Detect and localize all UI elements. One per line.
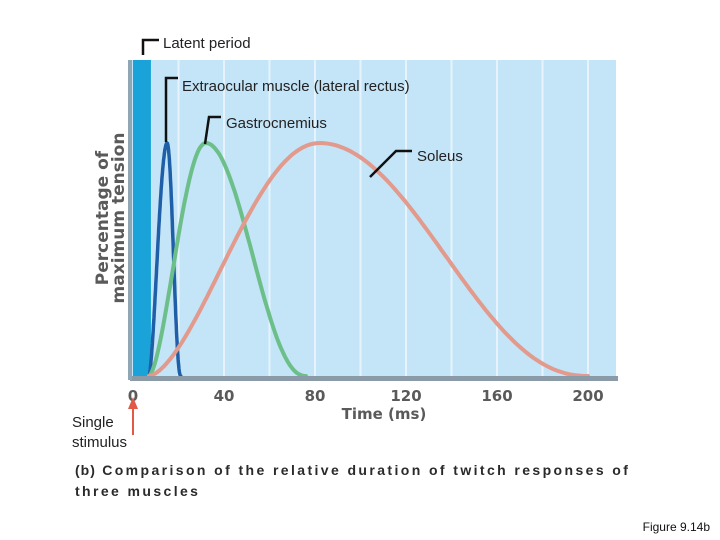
soleus-leader [369, 149, 412, 178]
series-curves [146, 141, 590, 378]
latent-period-label: Latent period [163, 35, 251, 52]
stimulus-label-line-1: Single [72, 414, 114, 431]
gridlines [177, 60, 589, 376]
caption-part-label: (b) [75, 462, 96, 478]
soleus-label: Soleus [417, 148, 463, 165]
stimulus-label: Single stimulus [72, 413, 152, 453]
y-axis-label-line-1: Percentage of [93, 150, 113, 285]
series-line-2 [146, 141, 308, 378]
extraocular-leader [164, 76, 178, 142]
x-tick-label: 40 [214, 387, 235, 405]
extraocular-label: Extraocular muscle (lateral rectus) [182, 78, 410, 95]
x-tick-label: 160 [481, 387, 512, 405]
x-tick-label: 0 [128, 387, 138, 405]
gastrocnemius-label: Gastrocnemius [226, 115, 327, 132]
series-line-3 [146, 141, 590, 378]
x-axis-bar [130, 376, 618, 381]
caption-text: Comparison of the relative duration of t… [75, 462, 631, 499]
y-axis-label-line-2: maximum tension [109, 133, 129, 304]
figure-number: Figure 9.14b [642, 520, 710, 534]
x-axis-label: Time (ms) [342, 405, 427, 423]
series-line-1 [147, 141, 183, 378]
x-tick-label: 200 [572, 387, 603, 405]
figure-caption: (b) Comparison of the relative duration … [75, 460, 675, 502]
y-axis-label: Percentage of maximum tension [93, 133, 129, 304]
x-tick-labels: 0 40 80 120 160 200 [128, 387, 604, 405]
plot-background [130, 60, 616, 378]
stimulus-label-line-2: stimulus [72, 434, 128, 451]
x-tick-label: 120 [390, 387, 421, 405]
gastrocnemius-leader [203, 115, 221, 145]
latent-period-band [133, 60, 151, 378]
x-tick-label: 80 [305, 387, 326, 405]
stimulus-arrow [128, 397, 138, 435]
latent-period-leader [141, 38, 159, 55]
y-axis-shadow [128, 60, 132, 380]
